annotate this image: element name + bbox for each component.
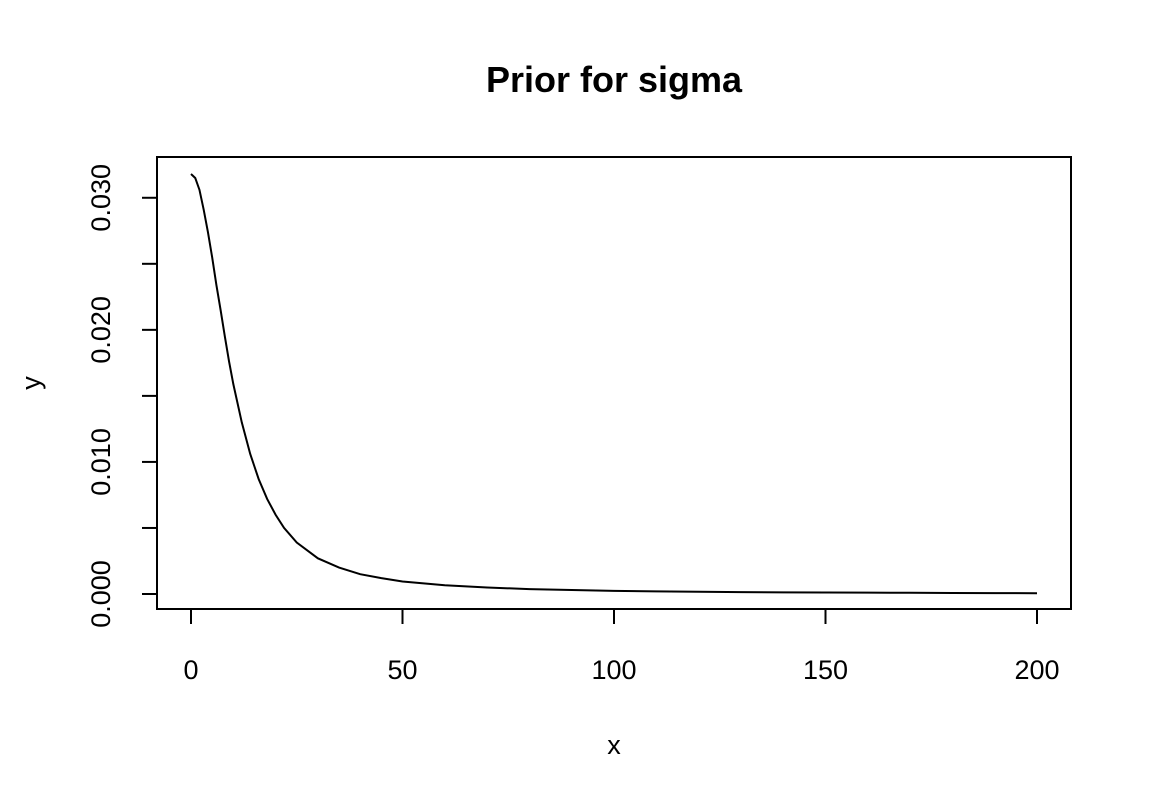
x-axis: 0 50 100 150 200 xyxy=(183,608,1060,685)
x-tick-label: 200 xyxy=(1014,655,1059,685)
y-axis: 0.000 0.010 0.020 0.030 xyxy=(86,164,158,628)
y-tick-label: 0.000 xyxy=(86,560,116,628)
y-tick-label: 0.020 xyxy=(86,296,116,364)
x-tick-label: 0 xyxy=(183,655,198,685)
x-tick-label: 150 xyxy=(803,655,848,685)
chart-title: Prior for sigma xyxy=(486,59,743,100)
series-layer xyxy=(190,173,1038,595)
y-axis-label: y xyxy=(16,376,46,390)
y-tick-label: 0.010 xyxy=(86,428,116,496)
x-axis-label: x xyxy=(607,730,621,760)
x-tick-label: 100 xyxy=(591,655,636,685)
x-tick-label: 50 xyxy=(387,655,417,685)
plot-frame xyxy=(156,156,1072,610)
y-tick-label: 0.030 xyxy=(86,164,116,232)
series-line xyxy=(190,173,1038,595)
